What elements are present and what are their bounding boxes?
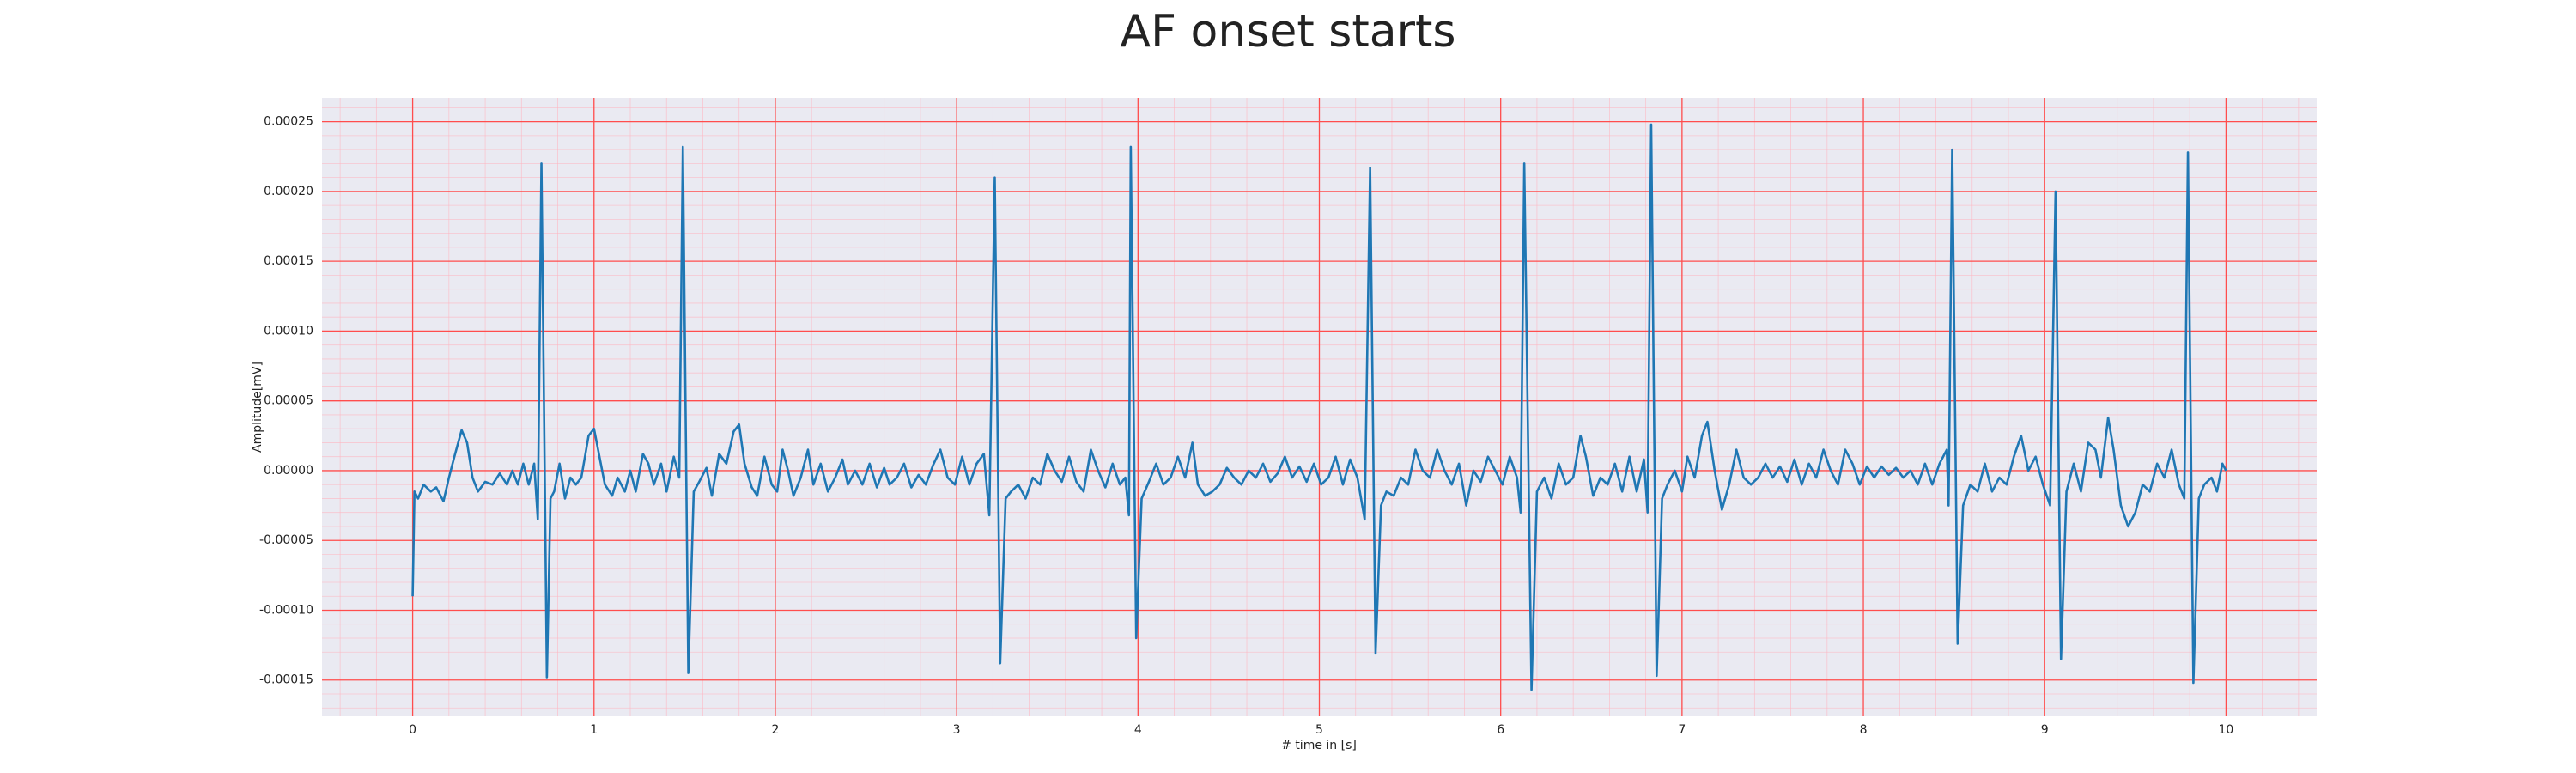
y-axis-label: Amplitude[mV] bbox=[251, 362, 264, 453]
y-tick-label: -0.00005 bbox=[259, 533, 313, 547]
ecg-line bbox=[411, 123, 2227, 691]
marks bbox=[411, 123, 2227, 691]
x-tick-label: 8 bbox=[1860, 723, 1868, 737]
y-tick-label: -0.00010 bbox=[259, 603, 313, 617]
y-tick-label: 0.00020 bbox=[264, 185, 313, 198]
y-tick-label: 0.00010 bbox=[264, 324, 313, 338]
x-tick-label: 5 bbox=[1315, 723, 1323, 737]
x-tick-label: 7 bbox=[1678, 723, 1686, 737]
y-tick-label: 0.00005 bbox=[264, 394, 313, 408]
x-tick-label: 3 bbox=[953, 723, 961, 737]
y-tick-label: -0.00015 bbox=[259, 673, 313, 687]
y-tick-label: 0.00025 bbox=[264, 115, 313, 129]
x-tick-label: 4 bbox=[1134, 723, 1142, 737]
x-tick-label: 0 bbox=[409, 723, 416, 737]
x-tick-label: 10 bbox=[2218, 723, 2233, 737]
x-tick-label: 9 bbox=[2041, 723, 2049, 737]
x-axis-label: # time in [s] bbox=[1281, 739, 1357, 752]
y-tick-label: 0.00000 bbox=[264, 464, 313, 478]
x-tick-label: 6 bbox=[1497, 723, 1504, 737]
y-tick-label: 0.00015 bbox=[264, 254, 313, 268]
grid bbox=[322, 98, 2317, 716]
chart-title: AF onset starts bbox=[1121, 6, 1456, 58]
x-tick-label: 2 bbox=[771, 723, 779, 737]
x-tick-label: 1 bbox=[590, 723, 598, 737]
